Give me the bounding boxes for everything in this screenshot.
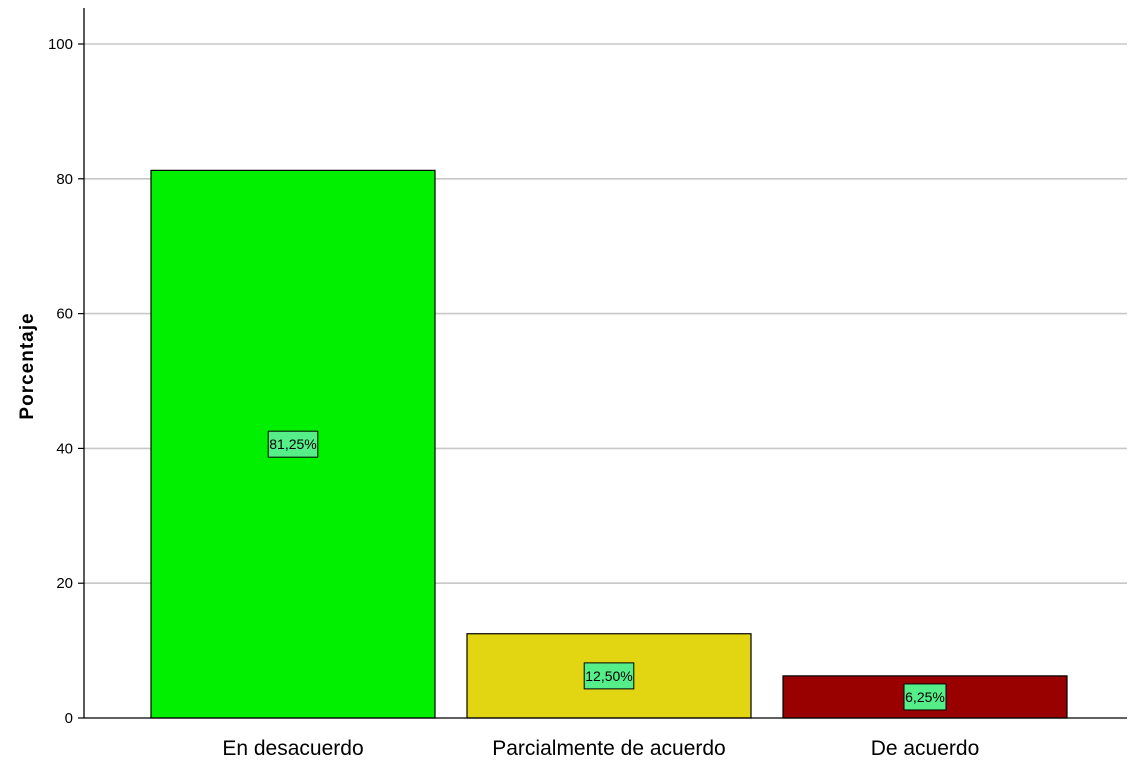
x-tick-labels: En desacuerdo Parcialmente de acuerdo De a…: [222, 737, 979, 760]
y-tick-label: 0: [65, 710, 73, 727]
x-tick-label: En desacuerdo: [222, 737, 363, 760]
x-tick-label: Parcialmente de acuerdo: [492, 737, 725, 760]
y-tick-label: 20: [56, 575, 73, 592]
y-tick-label: 60: [56, 306, 73, 323]
data-label: 12,50%: [585, 668, 632, 684]
axes: [83, 8, 1127, 719]
data-label: 81,25%: [269, 436, 316, 452]
data-label-box-0: [267, 430, 319, 458]
y-ticks: 0 20 40 60 80 100: [48, 36, 84, 727]
data-label-box-1: [583, 662, 635, 690]
y-tick-label: 80: [56, 171, 73, 188]
x-tick-label: De acuerdo: [871, 737, 980, 760]
data-labels: 81,25% 12,50% 6,25%: [267, 430, 947, 711]
y-tick-label: 40: [56, 440, 73, 457]
data-label-box-2: [903, 683, 947, 711]
y-axis-label: Porcentaje: [17, 312, 38, 419]
data-label: 6,25%: [905, 689, 945, 705]
y-tick-label: 100: [48, 36, 73, 53]
